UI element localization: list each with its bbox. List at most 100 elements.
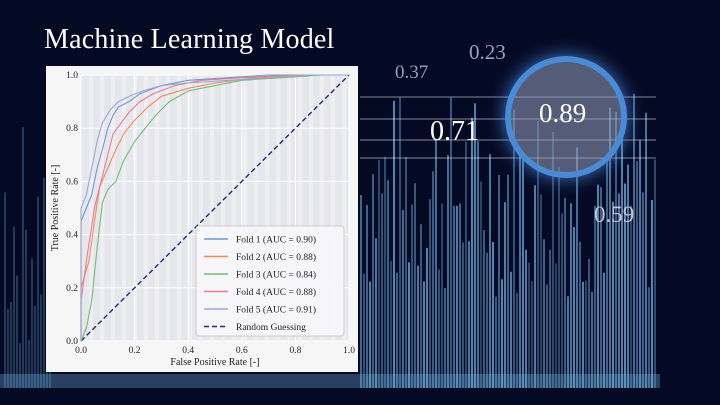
background-bar xyxy=(588,258,590,388)
plot-stripe xyxy=(144,76,148,340)
background-bar xyxy=(471,117,473,388)
background-bar xyxy=(423,281,425,388)
plot-stripe xyxy=(166,76,170,340)
plot-stripe xyxy=(221,76,225,340)
legend-entry: Fold 3 (AUC = 0.84) xyxy=(236,270,316,281)
y-axis-label: True Positive Rate [-] xyxy=(50,165,61,252)
background-bar xyxy=(495,296,497,388)
roc-chart: 0.0 0.2 0.4 0.6 0.8 1.0 0.0 0.2 0.4 0.6 0.8 1.0 Fals… xyxy=(46,66,358,372)
background-bar xyxy=(606,158,608,388)
series-line-fold-3 xyxy=(80,74,349,342)
legend-entry: Fold 4 (AUC = 0.88) xyxy=(236,287,316,298)
background-bar xyxy=(22,127,24,388)
background-bar xyxy=(19,343,21,388)
floating-number: 0.37 xyxy=(395,62,429,83)
background-bar xyxy=(579,241,581,388)
background-bar xyxy=(585,280,587,388)
background-bar xyxy=(468,241,470,388)
background-bar xyxy=(594,205,596,388)
plot-stripe xyxy=(122,76,126,340)
plot-stripe xyxy=(199,76,203,340)
background-bar xyxy=(642,192,644,388)
background-bar xyxy=(561,213,563,388)
plot-stripe xyxy=(210,76,214,340)
plot-stripe xyxy=(287,76,291,340)
x-tick-label: 0.6 xyxy=(236,346,248,356)
plot-stripe xyxy=(265,76,269,340)
background-bar xyxy=(510,271,512,388)
background-bar xyxy=(375,238,377,388)
background-bar xyxy=(537,120,539,388)
slide-title: Machine Learning Model xyxy=(44,24,335,55)
background-bar xyxy=(525,249,527,388)
background-bar xyxy=(624,183,626,388)
y-tick-label: 0.2 xyxy=(66,284,78,294)
background-bar xyxy=(360,195,362,388)
background-bar xyxy=(648,287,650,388)
background-bar xyxy=(489,153,491,388)
background-bar xyxy=(567,296,569,388)
background-bar xyxy=(621,132,623,388)
background-bar xyxy=(399,97,401,388)
background-bar xyxy=(4,192,6,388)
background-bar xyxy=(408,262,410,388)
background-bar xyxy=(570,203,572,388)
plot-stripe xyxy=(177,76,181,340)
background-bar xyxy=(402,209,404,388)
background-bar xyxy=(378,159,380,388)
background-bar xyxy=(654,159,656,388)
plot-stripe xyxy=(254,76,258,340)
background-bar xyxy=(522,159,524,388)
background-bar xyxy=(597,184,599,388)
background-bar xyxy=(10,301,12,388)
y-tick-label: 0.0 xyxy=(66,337,78,347)
background-bar xyxy=(363,273,365,388)
background-bar xyxy=(16,275,18,388)
background-bar xyxy=(633,93,635,388)
background-bar xyxy=(513,109,515,389)
y-tick-label: 0.6 xyxy=(66,177,78,187)
background-bar xyxy=(549,249,551,388)
plot-stripe xyxy=(188,76,192,340)
plot-stripe xyxy=(276,76,280,340)
background-bar xyxy=(43,177,45,388)
background-bar xyxy=(387,180,389,388)
plot-stripe xyxy=(243,76,247,340)
background-bar xyxy=(555,263,557,388)
plot-stripe xyxy=(155,76,159,340)
background-bar xyxy=(576,147,578,388)
series-line-fold-4 xyxy=(80,74,349,341)
series-line-fold-5 xyxy=(80,74,349,341)
background-bar xyxy=(462,242,464,388)
background-bar xyxy=(615,111,617,389)
plot-stripe xyxy=(298,76,302,340)
y-tick-label: 0.4 xyxy=(66,231,78,241)
highlighted-number: 0.89 xyxy=(539,98,587,128)
background-bar xyxy=(627,164,629,388)
background-bar xyxy=(447,155,449,388)
background-bar xyxy=(426,247,428,388)
background-bar xyxy=(612,201,614,388)
background-bar xyxy=(450,97,452,389)
x-tick-label: 0.0 xyxy=(75,346,87,356)
background-bar xyxy=(618,193,620,388)
background-bar xyxy=(534,185,536,388)
background-bar xyxy=(486,252,488,388)
background-bar xyxy=(603,272,605,388)
legend-entry: Fold 2 (AUC = 0.88) xyxy=(236,252,316,263)
background-bar xyxy=(429,199,431,388)
background-bar xyxy=(531,280,533,388)
background-bar xyxy=(372,174,374,388)
background-bar xyxy=(453,205,455,388)
x-tick-label: 0.8 xyxy=(289,346,301,356)
background-bar xyxy=(504,202,506,388)
background-bar xyxy=(444,287,446,388)
plot-stripe xyxy=(320,76,324,340)
series-line-fold-1 xyxy=(80,74,349,341)
floating-number: 0.59 xyxy=(594,202,635,227)
legend-entry: Fold 1 (AUC = 0.90) xyxy=(236,235,316,246)
plot-stripe xyxy=(331,76,335,340)
background-bar xyxy=(441,203,443,388)
background-bar xyxy=(492,241,494,388)
